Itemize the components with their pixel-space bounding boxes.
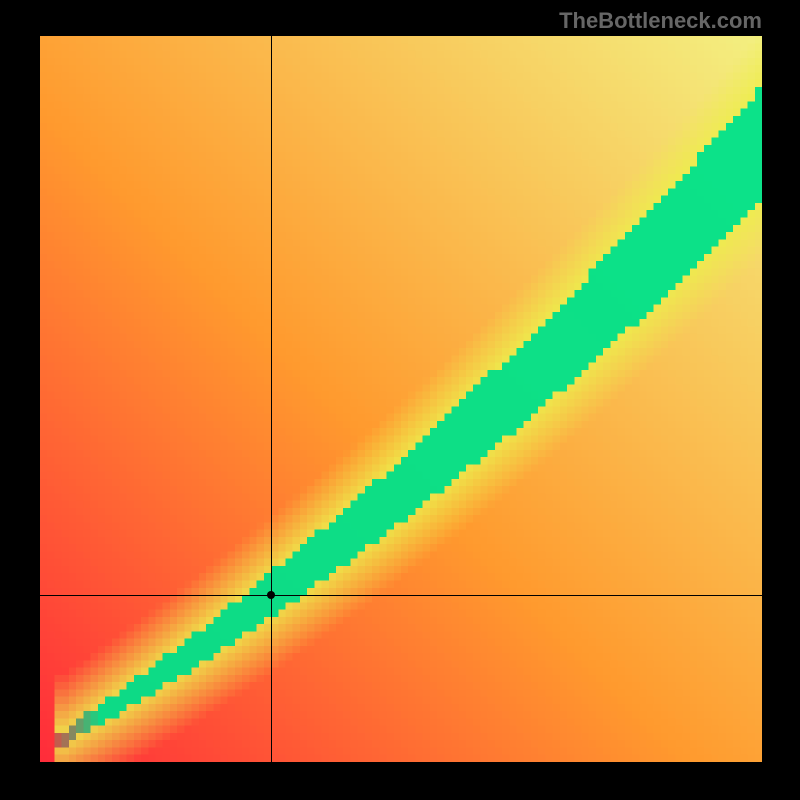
chart-container: TheBottleneck.com (0, 0, 800, 800)
crosshair-horizontal (40, 595, 762, 596)
watermark-text: TheBottleneck.com (559, 8, 762, 34)
heatmap-canvas (40, 36, 762, 762)
crosshair-vertical (271, 36, 272, 762)
plot-area (40, 36, 762, 762)
crosshair-marker (267, 591, 275, 599)
